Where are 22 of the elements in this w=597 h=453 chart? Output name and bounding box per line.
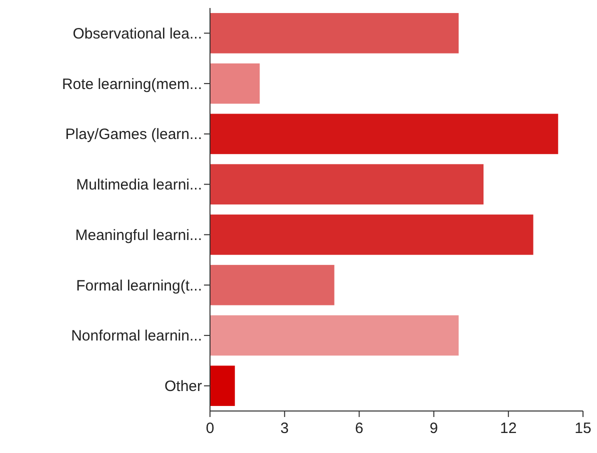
- x-tick-label: 9: [430, 420, 438, 437]
- y-tick-label: Formal learning(t...: [76, 277, 202, 294]
- bar: [210, 13, 459, 54]
- x-tick-label: 15: [574, 420, 592, 437]
- x-tick-label: 3: [280, 420, 289, 437]
- y-tick-label: Nonformal learnin...: [71, 328, 202, 345]
- bar: [210, 164, 484, 204]
- bar: [210, 264, 334, 306]
- x-tick-label: 12: [500, 420, 517, 437]
- bar: [210, 63, 260, 104]
- y-tick-label: Play/Games (learn...: [65, 126, 202, 144]
- bar: [210, 366, 235, 406]
- bar: [210, 114, 558, 154]
- y-tick-label: Meaningful learni...: [75, 226, 202, 244]
- bar: [210, 214, 534, 255]
- y-tick-label: Rote learning(mem...: [62, 76, 202, 93]
- y-tick-label: Other: [164, 378, 202, 396]
- y-tick-label: Multimedia learni...: [76, 176, 202, 194]
- x-tick-label: 0: [206, 420, 214, 437]
- bar: [210, 315, 459, 356]
- x-tick-label: 6: [355, 420, 364, 437]
- y-tick-label: Observational lea...: [72, 25, 202, 42]
